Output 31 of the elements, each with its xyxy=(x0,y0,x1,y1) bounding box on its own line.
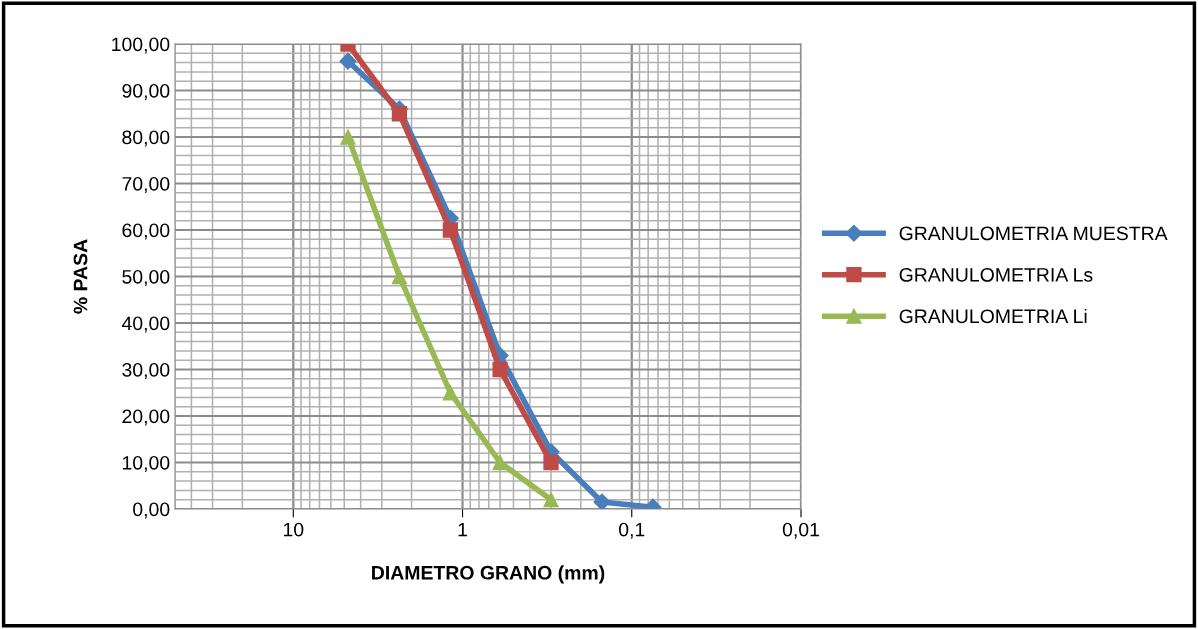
point xyxy=(492,454,508,471)
legend-label: GRANULOMETRIA Li xyxy=(899,308,1087,324)
y-tick-label: 40,00 xyxy=(121,316,170,333)
y-tick-label: 80,00 xyxy=(122,130,170,147)
y-tick-label: 50,00 xyxy=(122,269,170,287)
x-tick-label: 0,01 xyxy=(782,522,819,539)
point xyxy=(391,268,408,285)
legend-label: GRANULOMETRIA MUESTRA xyxy=(899,226,1168,241)
y-tick-label: 10,00 xyxy=(122,455,170,473)
legend-label: GRANULOMETRIA Ls xyxy=(899,267,1093,282)
y-tick-label: 60,00 xyxy=(122,223,170,240)
point xyxy=(442,222,459,238)
point xyxy=(593,493,611,509)
x-tick-label: 0,1 xyxy=(619,522,645,539)
x-axis-title: DIAMETRO GRANO (mm) xyxy=(372,565,605,584)
x-tick-label: 10 xyxy=(283,522,304,537)
y-tick-label: 20,00 xyxy=(122,409,170,426)
point xyxy=(492,361,508,378)
y-tick-label: 90,00 xyxy=(122,83,170,101)
y-tick-label: 30,00 xyxy=(122,362,170,380)
point xyxy=(543,492,559,508)
point xyxy=(442,385,459,401)
point xyxy=(340,129,356,145)
x-tick-label: 1 xyxy=(458,522,467,537)
y-tick-label: 0,00 xyxy=(133,502,170,519)
y-axis-title: % PASA xyxy=(73,239,88,314)
point xyxy=(391,106,408,122)
y-tick-label: 70,00 xyxy=(122,176,170,194)
y-tick-label: 100,00 xyxy=(112,37,170,54)
point xyxy=(543,454,559,471)
point xyxy=(339,52,357,70)
